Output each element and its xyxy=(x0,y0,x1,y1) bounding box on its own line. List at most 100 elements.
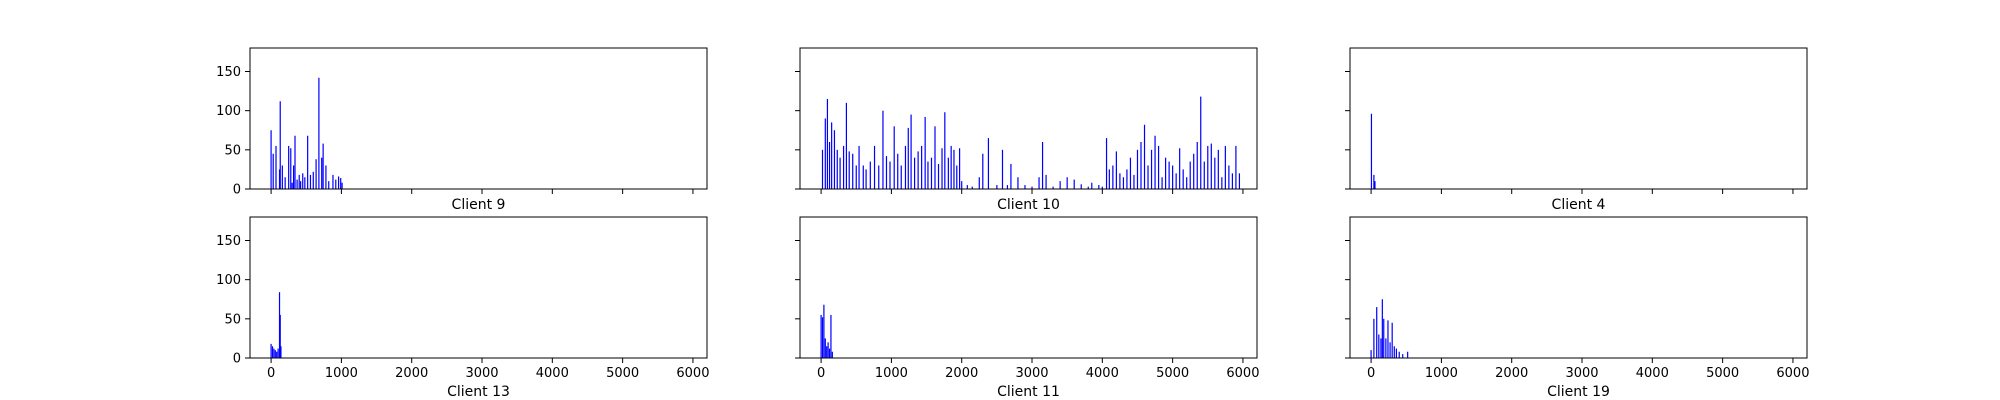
client-10-bar-40 xyxy=(953,149,955,189)
client-13-bar-5 xyxy=(277,348,279,358)
client-10-bar-50 xyxy=(1001,149,1004,189)
client-10-bar-76 xyxy=(1133,174,1135,189)
client-10-bar-103 xyxy=(1228,165,1230,189)
client-10-bar-18 xyxy=(878,165,880,189)
client-10-bar-1 xyxy=(824,118,826,189)
client-10-bar-71 xyxy=(1115,151,1117,189)
client-9-bar-3 xyxy=(278,169,281,189)
client-13-x-tick-label: 4000 xyxy=(536,366,569,381)
client-11-x-tick-label: 2000 xyxy=(945,366,978,381)
client-10-bar-67 xyxy=(1101,186,1103,189)
client-10-bar-52 xyxy=(1010,163,1012,189)
client-10-bar-81 xyxy=(1150,149,1153,189)
client-10-bar-59 xyxy=(1052,186,1054,189)
client-9-bar-27 xyxy=(335,179,337,189)
client-10-bar-89 xyxy=(1179,148,1181,189)
client-9-bar-25 xyxy=(328,181,330,189)
client-10-bar-56 xyxy=(1038,177,1040,189)
client-19-bar-3 xyxy=(1378,334,1380,358)
client-9-bar-17 xyxy=(307,135,309,189)
client-10-bar-72 xyxy=(1119,173,1121,189)
client-10-bar-21 xyxy=(889,161,891,189)
client-10-bar-75 xyxy=(1129,157,1132,189)
client-9-y-tick-label: 150 xyxy=(216,65,241,80)
panel-client-11: 0 1000 2000 3000 4000 5000 6000 Client 11 xyxy=(795,216,1259,400)
client-13-bar-4 xyxy=(276,351,278,358)
client-9-bar-21 xyxy=(318,77,320,189)
client-10-bar-106 xyxy=(1238,173,1241,189)
client-4-bar-2 xyxy=(1374,181,1376,189)
client-10-bar-61 xyxy=(1066,177,1068,189)
client-13-label: Client 13 xyxy=(447,384,510,400)
client-10-bar-41 xyxy=(956,165,958,189)
client-10-bar-26 xyxy=(907,127,909,189)
client-10-bar-9 xyxy=(845,102,847,189)
client-11-x-tick-label: 6000 xyxy=(1226,366,1259,381)
client-13-bar-0 xyxy=(270,343,272,358)
client-9-bar-14 xyxy=(300,181,302,189)
client-10-bar-13 xyxy=(858,145,860,189)
client-10-bar-68 xyxy=(1105,138,1108,189)
client-9-bar-29 xyxy=(340,178,342,189)
client-10-bar-58 xyxy=(1045,174,1047,189)
client-10-bar-4 xyxy=(831,122,833,189)
client-10-bar-38 xyxy=(947,157,949,189)
client-9-bar-0 xyxy=(270,130,272,189)
client-10-bar-39 xyxy=(950,145,952,189)
client-19-bar-0 xyxy=(1370,350,1372,358)
client-9-bar-30 xyxy=(341,182,343,189)
client-11-x-tick-label: 4000 xyxy=(1086,366,1119,381)
client-13-y-tick-label: 100 xyxy=(216,273,241,288)
client-9-y-tick-label: 50 xyxy=(224,143,241,158)
client-10-bar-53 xyxy=(1017,177,1019,189)
client-10-bar-73 xyxy=(1122,177,1125,189)
client-10-bar-19 xyxy=(882,110,884,189)
client-10-bar-105 xyxy=(1235,145,1237,189)
client-10-bar-16 xyxy=(869,161,871,189)
client-9-bar-9 xyxy=(291,182,293,189)
client-13-bar-7 xyxy=(279,314,281,358)
client-10-bar-86 xyxy=(1168,161,1170,189)
client-11-bar-1 xyxy=(821,317,824,358)
client-11-bar-8 xyxy=(831,351,833,358)
client-10-bar-34 xyxy=(934,126,936,189)
client-10-bar-11 xyxy=(852,153,854,189)
client-13-bar-3 xyxy=(274,350,276,358)
client-19-x-tick-label: 3000 xyxy=(1565,366,1598,381)
client-11-bar-5 xyxy=(827,342,829,358)
client-9-bar-19 xyxy=(312,171,314,189)
client-10-bar-100 xyxy=(1217,149,1219,189)
client-10-bar-91 xyxy=(1186,177,1188,189)
client-19-bar-4 xyxy=(1380,338,1382,358)
client-9-bar-24 xyxy=(325,165,327,189)
client-10-bar-27 xyxy=(910,114,912,189)
client-10-bar-96 xyxy=(1203,161,1205,189)
panel-client-10: Client 10 xyxy=(795,47,1258,213)
client-9-bar-10 xyxy=(292,165,295,189)
client-13-x-tick-label: 0 xyxy=(267,366,275,381)
client-11-x-tick-label: 0 xyxy=(817,366,825,381)
client-10-bar-92 xyxy=(1189,161,1191,189)
client-10-bar-28 xyxy=(914,157,916,189)
client-11-axes-frame xyxy=(799,216,1258,359)
client-10-bar-31 xyxy=(924,116,926,189)
client-10-bar-46 xyxy=(978,177,980,189)
client-10-bar-93 xyxy=(1193,153,1195,189)
client-10-bar-104 xyxy=(1231,173,1233,189)
client-9-y-tick-label: 0 xyxy=(233,183,241,198)
client-19-bar-15 xyxy=(1407,351,1409,358)
client-4-bar-1 xyxy=(1373,174,1375,189)
client-19-bar-12 xyxy=(1395,348,1397,358)
client-10-bar-5 xyxy=(833,130,836,189)
client-9-bar-1 xyxy=(272,153,274,189)
client-9-bar-8 xyxy=(290,148,292,189)
client-10-bar-6 xyxy=(836,149,838,189)
client-13-axes-frame xyxy=(249,216,708,359)
client-11-x-tick-label: 5000 xyxy=(1156,366,1189,381)
client-10-bar-48 xyxy=(987,138,990,189)
client-19-bar-7 xyxy=(1385,338,1387,358)
client-9-bar-7 xyxy=(288,145,290,189)
client-9-bar-2 xyxy=(275,145,277,189)
client-10-bar-49 xyxy=(996,185,998,189)
client-9-bar-28 xyxy=(337,176,340,189)
